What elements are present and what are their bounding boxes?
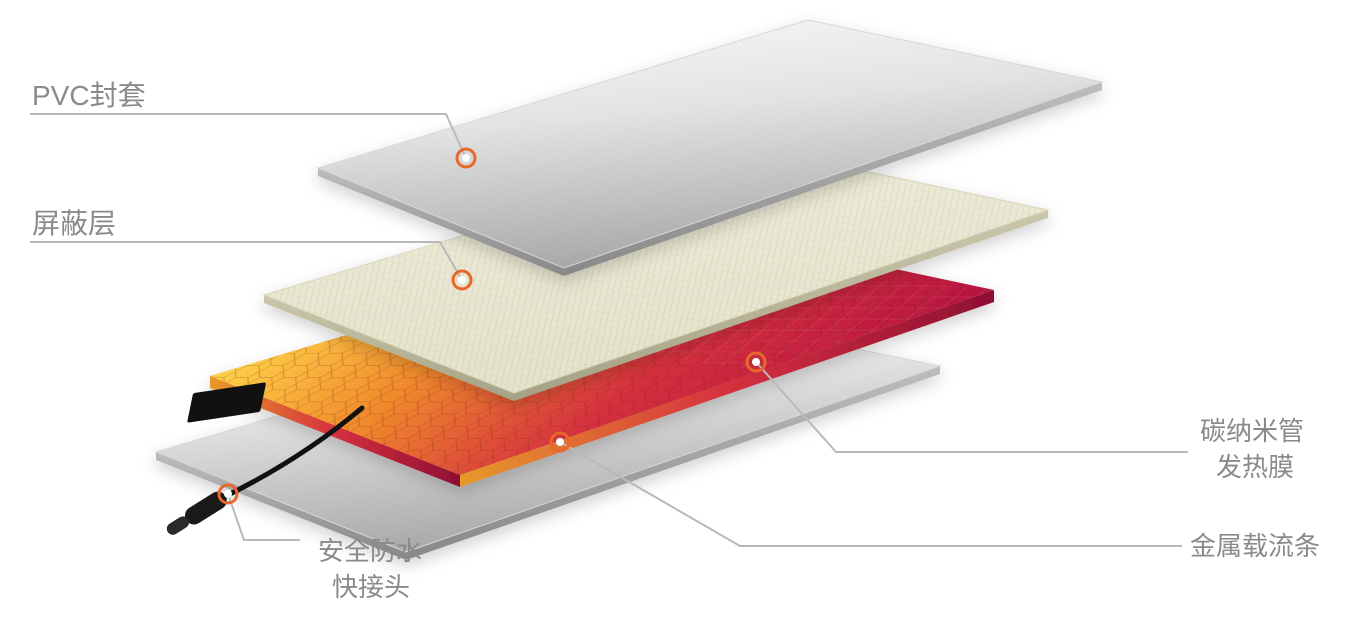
label-pvc: PVC封套 <box>32 80 146 111</box>
label-connector-line2: 快接头 <box>332 572 410 602</box>
label-shield: 屏蔽层 <box>32 208 116 239</box>
label-connector-line1: 安全防水 <box>318 536 422 566</box>
label-cnt-line2: 发热膜 <box>1216 452 1294 482</box>
label-cnt-line1: 碳纳米管 <box>1200 416 1304 446</box>
exploded-diagram: PVC封套 屏蔽层 安全防水 快接头 碳纳米管 发热膜 金属载流条 <box>0 0 1362 618</box>
label-busbar: 金属载流条 <box>1190 531 1320 561</box>
